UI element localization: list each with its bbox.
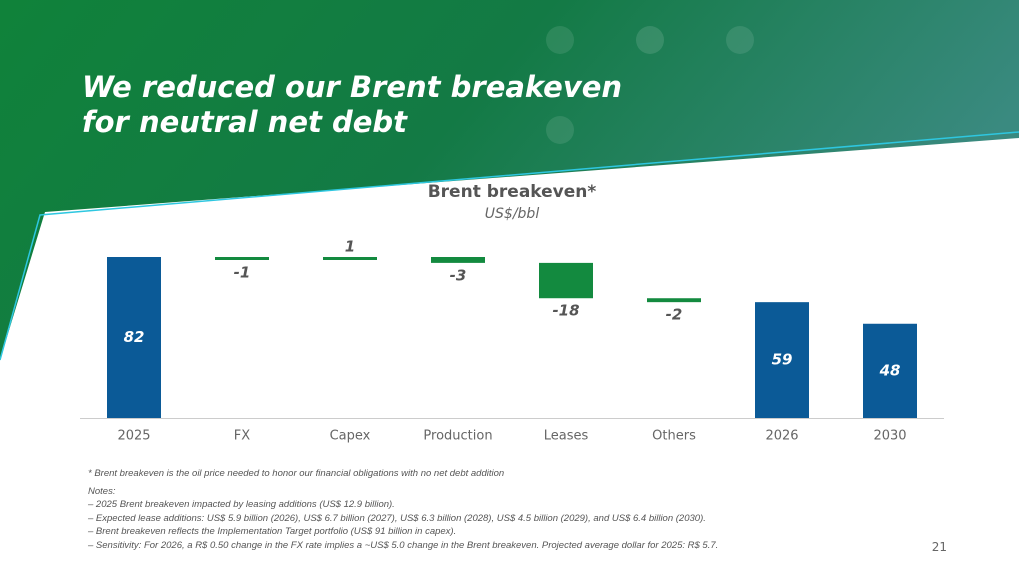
note: – Expected lease additions: US$ 5.9 bill… <box>88 512 706 524</box>
value-label: 82 <box>124 328 145 346</box>
value-label: -1 <box>234 264 251 282</box>
value-label: -3 <box>450 266 467 284</box>
x-tick-label: Production <box>423 429 492 444</box>
bar <box>647 298 701 303</box>
value-label: 1 <box>345 238 355 256</box>
footnote: * Brent breakeven is the oil price neede… <box>88 468 505 479</box>
value-label: -18 <box>552 302 579 320</box>
bar <box>863 323 917 418</box>
bar <box>323 257 377 260</box>
value-label: -2 <box>666 306 683 324</box>
notes-heading: Notes: <box>88 485 116 497</box>
value-label: 48 <box>879 361 901 379</box>
note: – Sensitivity: For 2026, a R$ 0.50 chang… <box>88 539 719 551</box>
note: – Brent breakeven reflects the Implement… <box>88 526 457 537</box>
x-tick-label: Leases <box>544 429 589 444</box>
x-tick-label: 2030 <box>873 429 906 444</box>
bar <box>107 257 161 418</box>
title: We reduced our Brent breakeven for neutr… <box>82 70 622 140</box>
x-tick-label: Others <box>652 429 696 444</box>
note: – 2025 Brent breakeven impacted by leasi… <box>88 499 395 510</box>
value-label: 59 <box>772 351 793 369</box>
x-tick-label: Capex <box>330 429 371 444</box>
bar <box>539 262 593 299</box>
chart: Brent breakeven* US$/bbl 2025 82 FX -1 Capex… <box>80 182 944 444</box>
x-tick-label: 2025 <box>117 429 150 444</box>
x-tick-label: FX <box>234 429 250 444</box>
title-line: We reduced our Brent breakeven <box>82 70 623 104</box>
x-tick-label: 2026 <box>765 429 798 444</box>
chart-title: Brent breakeven* <box>428 182 597 202</box>
chart-subtitle: US$/bbl <box>485 206 540 222</box>
page-number: 21 <box>931 540 947 554</box>
footer: * Brent breakeven is the oil price neede… <box>88 467 718 552</box>
title-line: for neutral net debt <box>82 105 407 139</box>
bar <box>215 257 269 260</box>
bar <box>431 257 485 263</box>
bar <box>755 302 809 418</box>
